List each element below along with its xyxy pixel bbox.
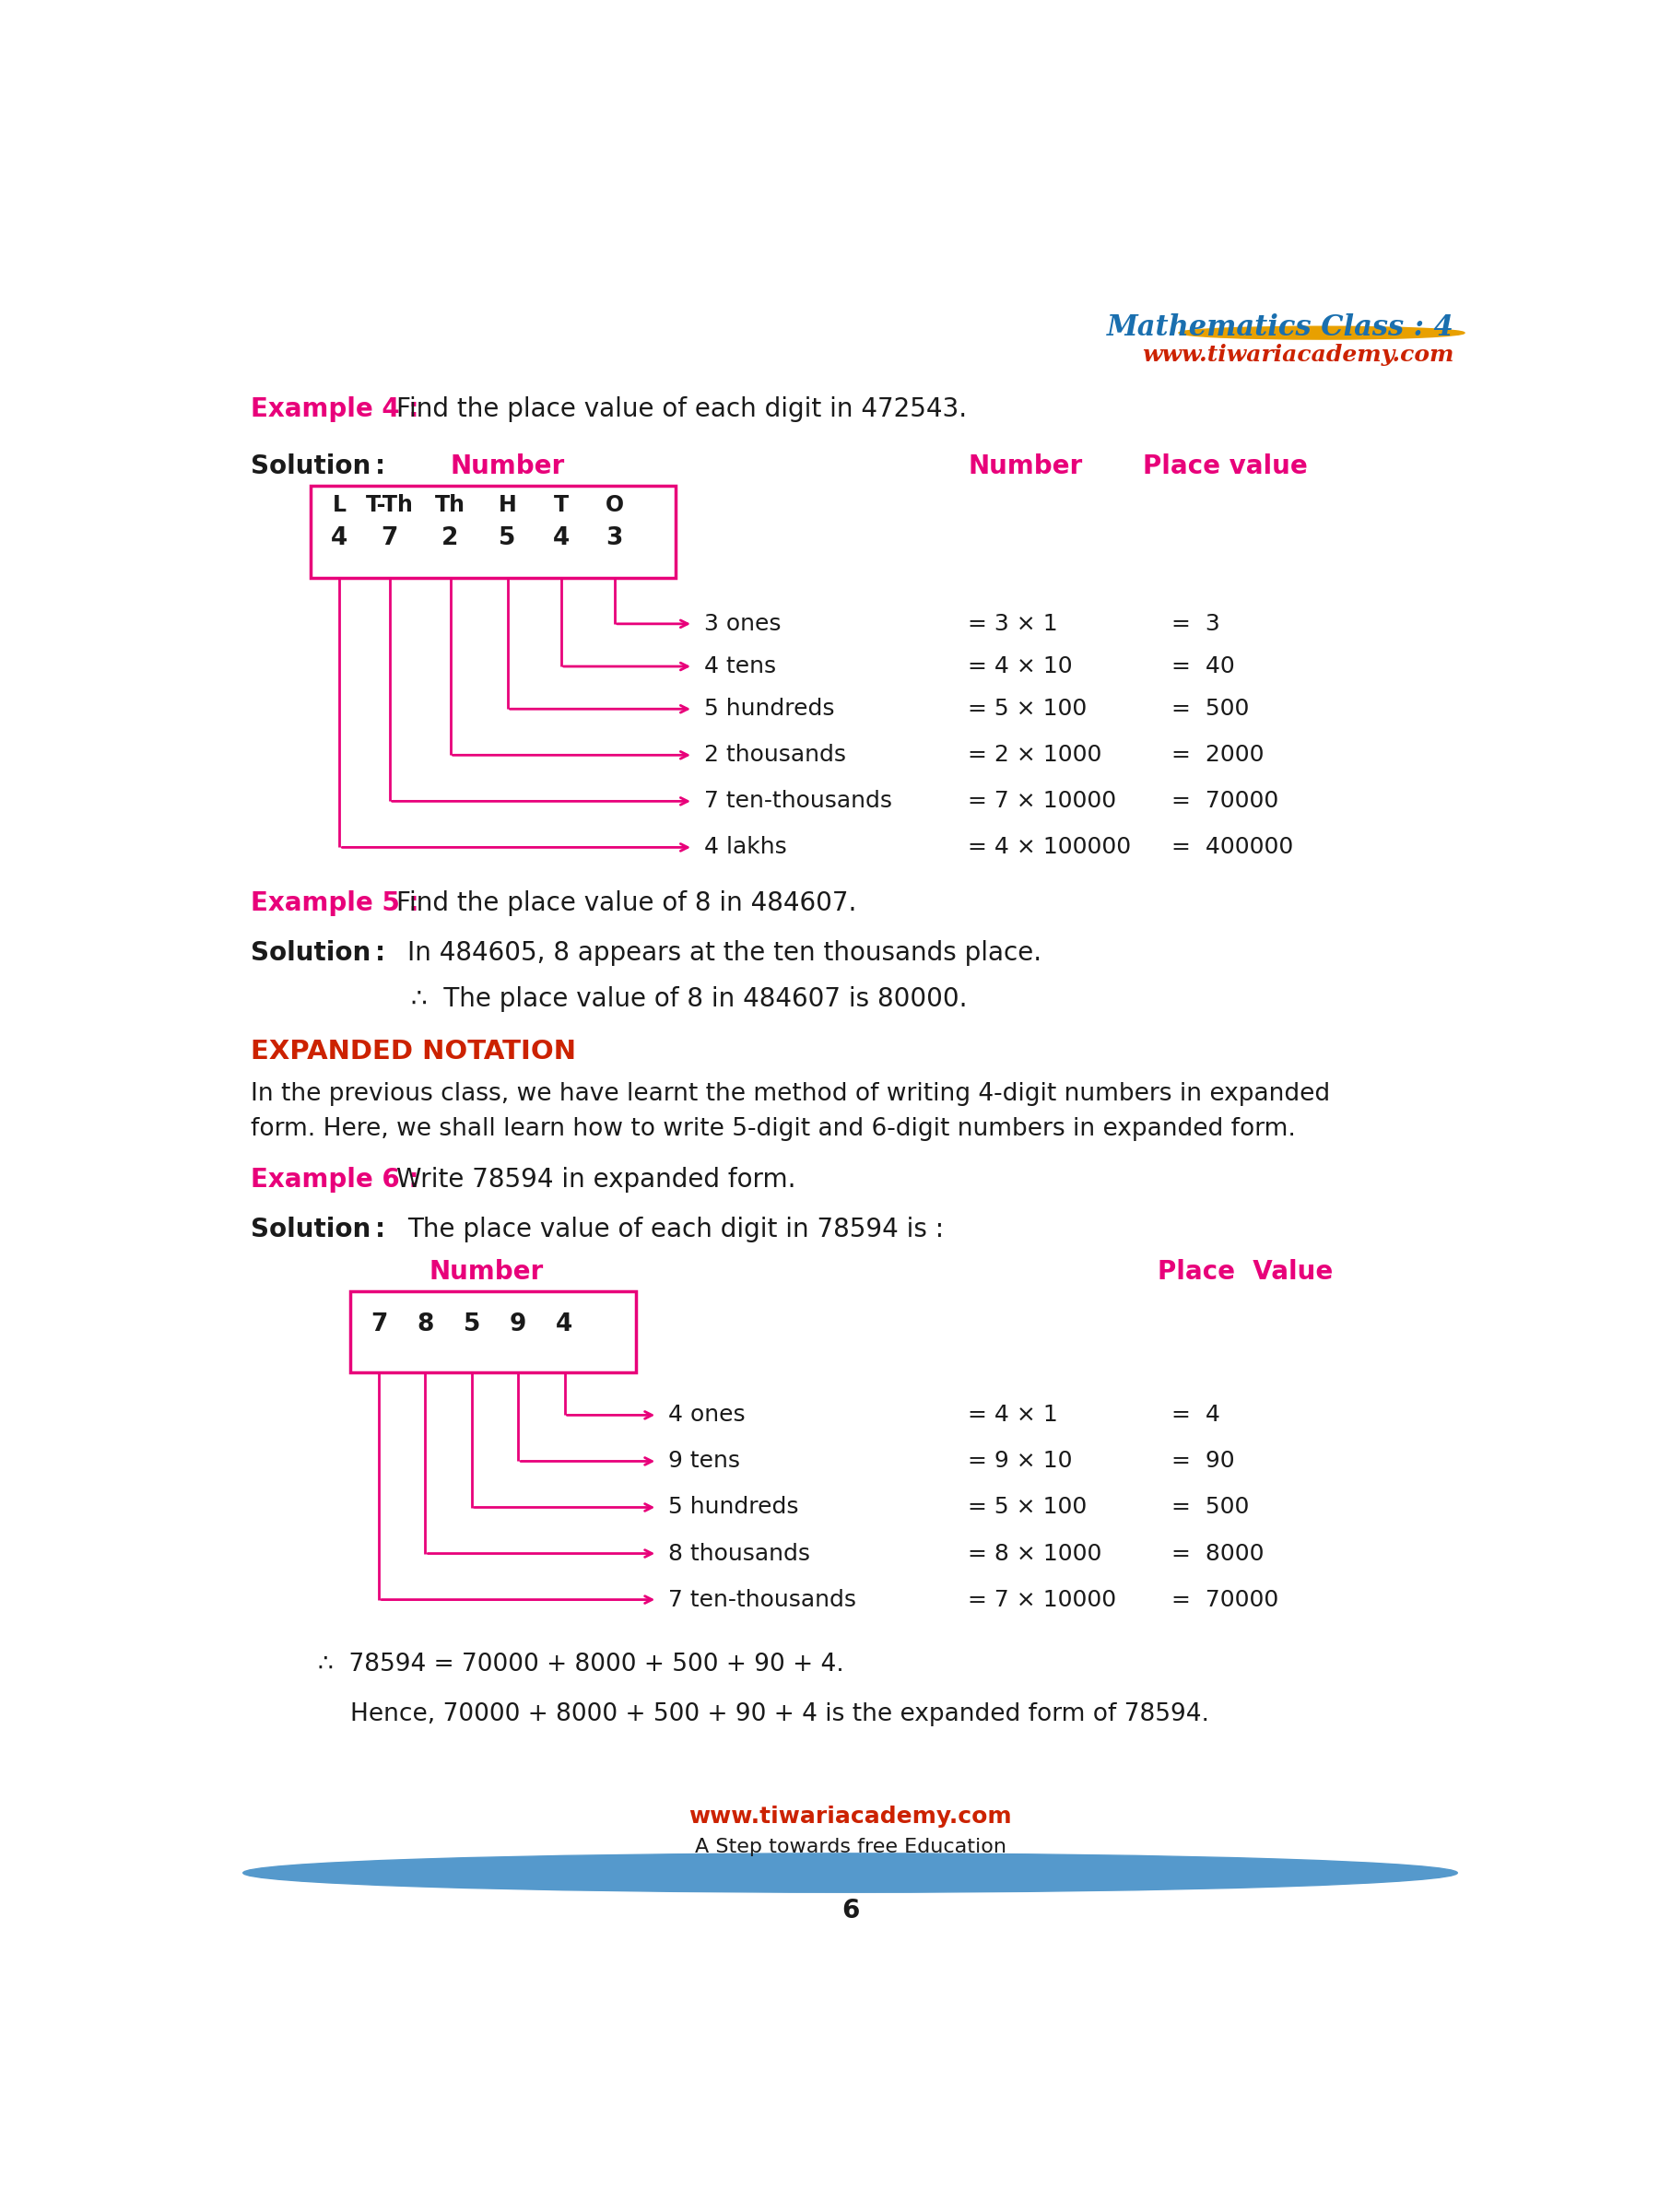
Text: :: : bbox=[375, 940, 385, 964]
Text: 5: 5 bbox=[463, 1312, 479, 1336]
Text: =  70000: = 70000 bbox=[1171, 1588, 1279, 1610]
Text: Number: Number bbox=[969, 453, 1083, 480]
Text: = 8 × 1000: = 8 × 1000 bbox=[969, 1542, 1102, 1564]
Text: =  2000: = 2000 bbox=[1171, 743, 1264, 765]
Text: = 7 × 10000: = 7 × 10000 bbox=[969, 1588, 1117, 1610]
Text: 6: 6 bbox=[841, 1898, 859, 1924]
Text: 7 ten-thousands: 7 ten-thousands bbox=[703, 790, 893, 812]
Text: 3: 3 bbox=[606, 526, 624, 551]
Text: 9 tens: 9 tens bbox=[669, 1451, 740, 1473]
Text: 7 ten-thousands: 7 ten-thousands bbox=[669, 1588, 856, 1610]
Text: Solution: Solution bbox=[251, 940, 370, 964]
Text: www.tiwariacademy.com: www.tiwariacademy.com bbox=[1141, 343, 1453, 365]
Text: H: H bbox=[498, 493, 516, 515]
Text: 2 thousands: 2 thousands bbox=[703, 743, 846, 765]
Text: =  90: = 90 bbox=[1171, 1451, 1234, 1473]
Text: Hence, 70000 + 8000 + 500 + 90 + 4 is the expanded form of 78594.: Hence, 70000 + 8000 + 500 + 90 + 4 is th… bbox=[350, 1703, 1209, 1728]
Text: Place  Value: Place Value bbox=[1158, 1259, 1332, 1285]
Bar bbox=[310, 484, 675, 577]
Text: 8: 8 bbox=[416, 1312, 433, 1336]
Text: In the previous class, we have learnt the method of writing 4-digit numbers in e: In the previous class, we have learnt th… bbox=[251, 1082, 1329, 1106]
Text: form. Here, we shall learn how to write 5-digit and 6-digit numbers in expanded : form. Here, we shall learn how to write … bbox=[251, 1117, 1296, 1141]
Text: T: T bbox=[554, 493, 569, 515]
Text: ∴  The place value of 8 in 484607 is 80000.: ∴ The place value of 8 in 484607 is 8000… bbox=[411, 987, 967, 1011]
Text: =  400000: = 400000 bbox=[1171, 836, 1294, 858]
Text: Example 5 :: Example 5 : bbox=[251, 889, 418, 916]
Text: =  500: = 500 bbox=[1171, 1495, 1249, 1517]
Text: 5: 5 bbox=[499, 526, 516, 551]
Text: Find the place value of each digit in 472543.: Find the place value of each digit in 47… bbox=[397, 396, 967, 422]
Ellipse shape bbox=[1180, 327, 1465, 338]
Text: = 2 × 1000: = 2 × 1000 bbox=[969, 743, 1102, 765]
Text: =  500: = 500 bbox=[1171, 699, 1249, 721]
Text: In 484605, 8 appears at the ten thousands place.: In 484605, 8 appears at the ten thousand… bbox=[408, 940, 1042, 964]
Text: 7: 7 bbox=[382, 526, 398, 551]
Text: EXPANDED NOTATION: EXPANDED NOTATION bbox=[251, 1040, 576, 1064]
Text: Place value: Place value bbox=[1143, 453, 1307, 480]
Text: A Step towards free Education: A Step towards free Education bbox=[695, 1838, 1005, 1856]
Ellipse shape bbox=[244, 1854, 1457, 1893]
Text: 7: 7 bbox=[370, 1312, 387, 1336]
Text: L: L bbox=[332, 493, 347, 515]
Text: Example 4 :: Example 4 : bbox=[251, 396, 418, 422]
Text: 4: 4 bbox=[332, 526, 348, 551]
Text: :: : bbox=[375, 453, 385, 480]
Text: O: O bbox=[606, 493, 624, 515]
Text: =  8000: = 8000 bbox=[1171, 1542, 1264, 1564]
Text: 4 ones: 4 ones bbox=[669, 1405, 745, 1427]
Text: Find the place value of 8 in 484607.: Find the place value of 8 in 484607. bbox=[397, 889, 858, 916]
Text: ∴  78594 = 70000 + 8000 + 500 + 90 + 4.: ∴ 78594 = 70000 + 8000 + 500 + 90 + 4. bbox=[319, 1652, 844, 1677]
Text: =  4: = 4 bbox=[1171, 1405, 1221, 1427]
Text: =  3: = 3 bbox=[1171, 613, 1221, 635]
Text: 5 hundreds: 5 hundreds bbox=[669, 1495, 798, 1517]
Text: 8 thousands: 8 thousands bbox=[669, 1542, 810, 1564]
Text: Solution: Solution bbox=[251, 1217, 370, 1243]
Text: = 7 × 10000: = 7 × 10000 bbox=[969, 790, 1117, 812]
Text: Mathematics Class : 4: Mathematics Class : 4 bbox=[1107, 314, 1453, 343]
Text: = 4 × 10: = 4 × 10 bbox=[969, 655, 1073, 677]
Text: Number: Number bbox=[450, 453, 564, 480]
Text: =  70000: = 70000 bbox=[1171, 790, 1279, 812]
Text: =  40: = 40 bbox=[1171, 655, 1234, 677]
Text: 4: 4 bbox=[552, 526, 569, 551]
Text: The place value of each digit in 78594 is :: The place value of each digit in 78594 i… bbox=[408, 1217, 944, 1243]
Text: :: : bbox=[375, 1217, 385, 1243]
Text: www.tiwariacademy.com: www.tiwariacademy.com bbox=[688, 1805, 1012, 1827]
Text: T-Th: T-Th bbox=[365, 493, 413, 515]
Text: Write 78594 in expanded form.: Write 78594 in expanded form. bbox=[397, 1166, 796, 1192]
Text: = 5 × 100: = 5 × 100 bbox=[969, 699, 1087, 721]
Text: Solution: Solution bbox=[251, 453, 370, 480]
Text: 2: 2 bbox=[441, 526, 458, 551]
Text: Example 6 :: Example 6 : bbox=[251, 1166, 418, 1192]
Text: = 9 × 10: = 9 × 10 bbox=[969, 1451, 1073, 1473]
Text: 4 lakhs: 4 lakhs bbox=[703, 836, 786, 858]
Text: = 5 × 100: = 5 × 100 bbox=[969, 1495, 1087, 1517]
Text: 4: 4 bbox=[556, 1312, 572, 1336]
Text: = 4 × 100000: = 4 × 100000 bbox=[969, 836, 1131, 858]
Text: = 4 × 1: = 4 × 1 bbox=[969, 1405, 1058, 1427]
Text: Th: Th bbox=[435, 493, 466, 515]
Text: 9: 9 bbox=[509, 1312, 526, 1336]
Text: 5 hundreds: 5 hundreds bbox=[703, 699, 834, 721]
Bar bbox=[350, 1292, 635, 1371]
Text: 4 tens: 4 tens bbox=[703, 655, 776, 677]
Text: = 3 × 1: = 3 × 1 bbox=[969, 613, 1058, 635]
Text: 3 ones: 3 ones bbox=[703, 613, 781, 635]
Text: Number: Number bbox=[428, 1259, 542, 1285]
